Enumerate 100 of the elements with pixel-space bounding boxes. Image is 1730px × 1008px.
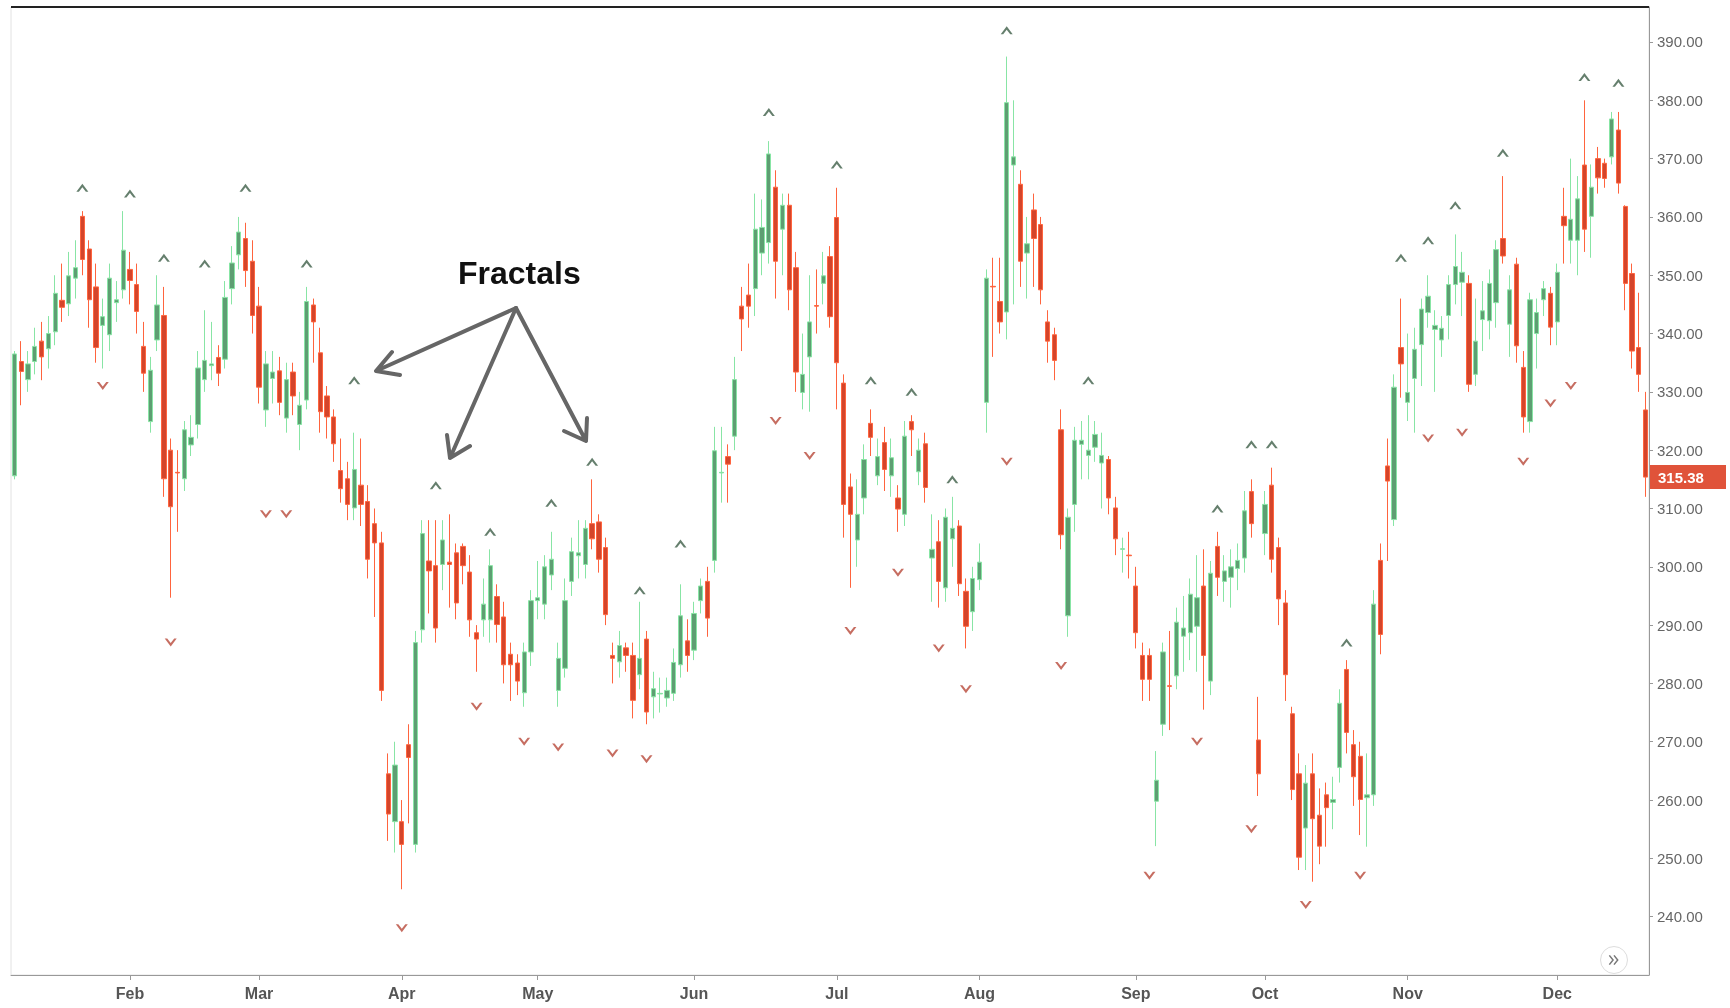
candlestick xyxy=(1398,298,1404,399)
candlestick xyxy=(712,426,717,574)
candlestick xyxy=(916,438,921,486)
y-tick-label: 300.00 xyxy=(1657,558,1703,576)
candlestick xyxy=(25,350,31,393)
candlestick xyxy=(290,362,296,416)
candlestick xyxy=(1018,169,1023,288)
candlestick xyxy=(1548,286,1553,346)
x-tick-label: Mar xyxy=(244,984,274,1002)
candlestick xyxy=(297,391,302,451)
candlestick xyxy=(841,373,846,539)
candlestick xyxy=(1521,350,1526,434)
y-tick-label: 330.00 xyxy=(1657,383,1703,401)
annotation: Fractals xyxy=(458,255,581,291)
candlestick xyxy=(889,438,894,498)
candlestick xyxy=(936,519,941,609)
candlestick xyxy=(59,263,65,323)
candlestick xyxy=(1466,274,1472,393)
candlestick xyxy=(549,531,554,591)
candlestick xyxy=(637,601,642,690)
candlestick xyxy=(222,280,228,370)
candlestick xyxy=(970,566,975,632)
candlestick xyxy=(929,513,935,603)
candlestick xyxy=(311,298,316,364)
candlestick xyxy=(725,443,731,504)
candlestick xyxy=(882,426,887,492)
candlestick xyxy=(1011,99,1016,305)
x-tick-label: Jul xyxy=(825,984,849,1002)
candlestick xyxy=(508,642,513,702)
candlestick xyxy=(542,554,547,620)
candlestick xyxy=(1167,630,1172,731)
candlestick xyxy=(1480,280,1485,352)
candlestick xyxy=(569,537,574,597)
x-tick-label: Oct xyxy=(1251,984,1279,1002)
candlestick xyxy=(902,420,907,527)
candlestick xyxy=(114,280,119,323)
candlestick xyxy=(780,193,785,276)
candlestick xyxy=(372,507,377,618)
candlestick xyxy=(1106,455,1111,515)
y-tick-label: 370.00 xyxy=(1657,150,1703,168)
candlestick xyxy=(488,548,493,644)
candlestick xyxy=(644,630,649,725)
candlestick xyxy=(1473,298,1478,387)
x-tick-label: Aug xyxy=(963,984,996,1002)
y-tick-label: 260.00 xyxy=(1657,791,1703,809)
candlestick xyxy=(236,216,241,270)
candlestick xyxy=(1215,531,1220,597)
candlestick xyxy=(698,577,703,614)
candlestick xyxy=(467,554,472,638)
candlestick xyxy=(1561,187,1567,265)
candlestick xyxy=(127,251,133,305)
candlestick xyxy=(12,350,17,480)
candlestick xyxy=(243,222,248,288)
candlestick xyxy=(304,286,309,410)
candlestick xyxy=(447,513,452,609)
candlestick xyxy=(1072,426,1077,533)
candlestick xyxy=(209,321,214,381)
candlestick xyxy=(1045,309,1050,364)
candlestick xyxy=(1514,257,1519,364)
x-tick-label: Sep xyxy=(1121,984,1151,1002)
candlestick xyxy=(420,519,425,644)
x-tick-label: Jun xyxy=(679,984,709,1002)
candlestick xyxy=(963,577,969,649)
y-tick-label: 340.00 xyxy=(1657,325,1703,343)
candlestick xyxy=(277,356,282,416)
candlestick xyxy=(984,268,989,434)
candlestick xyxy=(685,618,690,673)
candlestick xyxy=(1126,531,1132,579)
candlestick xyxy=(345,461,350,521)
candlestick xyxy=(821,251,826,305)
candlestick xyxy=(154,274,160,352)
candlestick xyxy=(1065,507,1071,638)
candlestick xyxy=(338,438,343,504)
candlestick xyxy=(1378,542,1383,655)
candlestick xyxy=(1004,56,1009,340)
candlestick xyxy=(1500,175,1506,265)
candlestick xyxy=(1147,647,1152,702)
candlestick xyxy=(352,432,357,521)
candlestick xyxy=(379,531,384,702)
candlestick xyxy=(1446,274,1451,340)
candlestick xyxy=(1541,280,1546,317)
candlestick xyxy=(515,653,520,696)
candlestick xyxy=(481,577,486,638)
candlestick xyxy=(1507,274,1512,358)
candlestick xyxy=(1575,175,1580,276)
candlestick xyxy=(406,723,411,824)
candlestick xyxy=(1303,764,1308,871)
candlestick xyxy=(678,583,683,679)
candlestick xyxy=(950,496,955,568)
x-tick-label: May xyxy=(522,984,554,1002)
candlestick xyxy=(1133,566,1138,649)
text: 315.38 xyxy=(1658,468,1704,486)
candlestick xyxy=(583,519,588,579)
candlestick xyxy=(1208,560,1213,696)
candlestick xyxy=(1568,158,1573,265)
candlestick xyxy=(1616,111,1621,195)
candlestick xyxy=(175,449,180,533)
candlestick xyxy=(895,484,901,533)
candlestick xyxy=(807,274,812,413)
candlestick xyxy=(1283,589,1288,702)
